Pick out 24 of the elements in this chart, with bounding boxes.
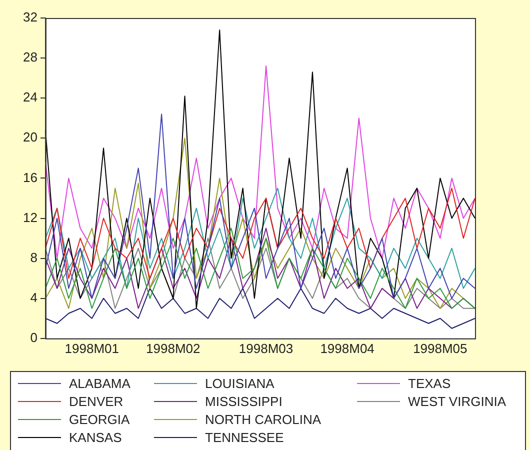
legend-label: KANSAS [69, 430, 122, 444]
legend-label: MISSISSIPPI [205, 394, 282, 408]
x-tick-label: 1998M01 [64, 340, 120, 356]
legend-label: ALABAMA [69, 376, 130, 390]
legend-label: NORTH CAROLINA [205, 412, 322, 426]
y-tick-label: 16 [22, 170, 38, 185]
x-tick-label: 1998M05 [413, 340, 468, 356]
legend-label: LOUISIANA [205, 376, 274, 390]
legend-label: TEXAS [408, 376, 451, 390]
x-tick-label: 1998M04 [320, 340, 374, 356]
legend-label: WEST VIRGINIA [408, 394, 506, 408]
y-tick-label: 20 [22, 130, 38, 145]
y-tick-label: 24 [22, 90, 38, 105]
x-tick-label: 1998M03 [238, 340, 294, 356]
legend-label: DENVER [69, 394, 124, 408]
y-tick-label: 0 [30, 330, 38, 345]
y-tick-label: 28 [22, 50, 38, 65]
y-tick-label: 12 [22, 210, 38, 225]
legend-label: TENNESSEE [205, 430, 284, 444]
y-tick-label: 32 [22, 10, 38, 25]
y-tick-label: 8 [30, 250, 38, 265]
x-tick-label: 1998M02 [146, 340, 200, 356]
legend-label: GEORGIA [69, 412, 130, 426]
y-tick-label: 4 [30, 290, 38, 305]
